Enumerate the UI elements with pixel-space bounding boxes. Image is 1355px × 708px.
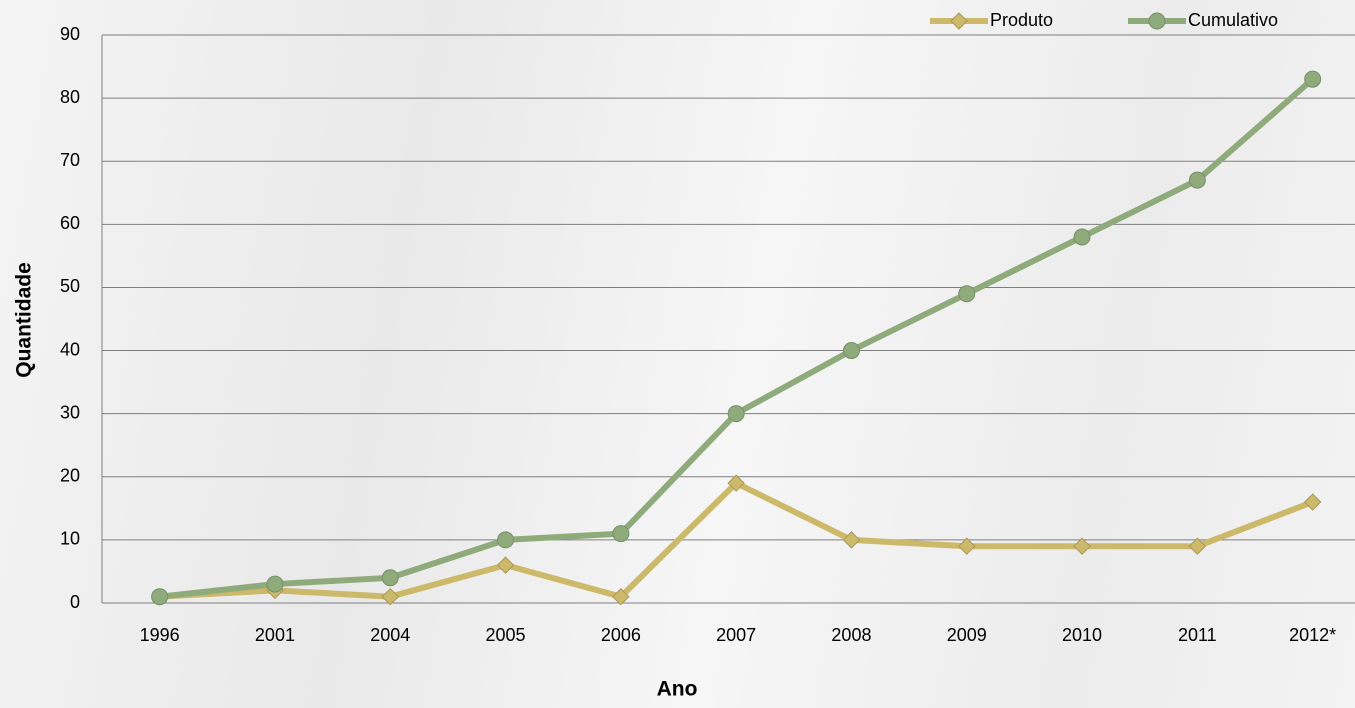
- data-point: [958, 537, 976, 555]
- y-axis-title: Quantidade: [13, 262, 36, 378]
- data-point: [1073, 228, 1091, 246]
- y-tick-label: 60: [60, 213, 80, 233]
- x-tick-label: 1996: [140, 625, 180, 645]
- legend-label: Cumulativo: [1188, 10, 1278, 30]
- y-tick-label: 70: [60, 150, 80, 170]
- x-tick-label: 2007: [716, 625, 756, 645]
- x-tick-label: 2011: [1178, 625, 1217, 645]
- data-point: [1188, 537, 1207, 555]
- y-tick-label: 20: [60, 466, 80, 486]
- data-point: [1304, 70, 1322, 88]
- x-tick-label: 2012*: [1289, 625, 1336, 645]
- data-point: [727, 474, 745, 492]
- y-tick-label: 30: [60, 402, 80, 422]
- data-point: [1073, 537, 1091, 555]
- legend-marker: [1148, 12, 1166, 30]
- y-tick-label: 50: [60, 276, 80, 296]
- data-point: [612, 587, 630, 606]
- data-point: [266, 575, 284, 593]
- data-point: [1188, 171, 1206, 189]
- y-tick-label: 90: [60, 24, 80, 44]
- legend-label: Produto: [990, 10, 1053, 30]
- data-point: [497, 531, 515, 549]
- y-tick-label: 40: [60, 339, 80, 359]
- x-tick-label: 2009: [947, 625, 987, 645]
- line-series: [159, 76, 1315, 600]
- data-point: [727, 405, 745, 423]
- x-tick-label: 2001: [255, 625, 295, 645]
- x-tick-label: 2006: [601, 625, 641, 645]
- data-point: [381, 569, 399, 587]
- data-point: [958, 285, 976, 303]
- y-tick-label: 80: [60, 87, 80, 107]
- x-tick-label: 2004: [370, 625, 410, 645]
- data-point: [842, 342, 860, 360]
- data-point: [496, 556, 515, 574]
- legend-marker: [950, 12, 968, 30]
- y-tick-label: 0: [70, 592, 80, 612]
- data-point: [1303, 493, 1322, 511]
- y-tick-label: 10: [60, 529, 80, 549]
- data-point: [151, 588, 169, 606]
- x-tick-label: 2005: [486, 625, 526, 645]
- data-point: [381, 587, 399, 606]
- data-point: [612, 525, 630, 543]
- x-tick-label: 2010: [1062, 625, 1102, 645]
- data-point: [842, 531, 861, 549]
- x-axis-title: Ano: [657, 678, 698, 701]
- x-tick-label: 2008: [831, 625, 871, 645]
